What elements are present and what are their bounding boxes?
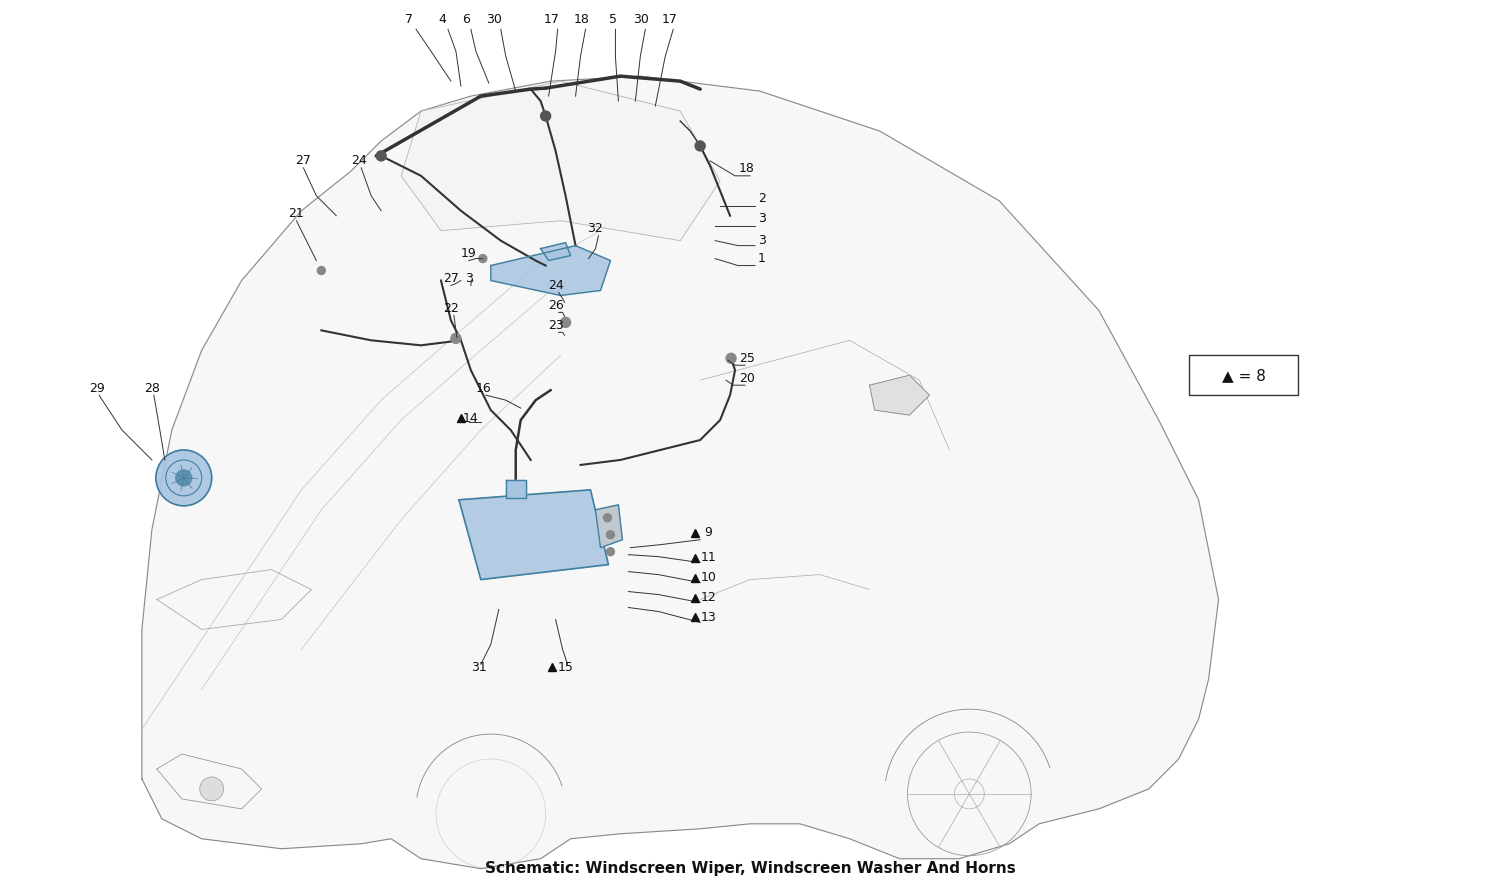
Text: 27: 27 [296, 154, 312, 167]
Text: 12: 12 [700, 591, 715, 604]
Text: 14: 14 [464, 411, 478, 425]
Text: 2: 2 [758, 192, 766, 206]
Text: 6: 6 [462, 12, 470, 26]
Text: 17: 17 [543, 12, 560, 26]
Text: 18: 18 [573, 12, 590, 26]
Text: 10: 10 [700, 571, 715, 584]
Text: 26: 26 [548, 299, 564, 312]
Circle shape [606, 530, 615, 538]
Text: 5: 5 [609, 12, 618, 26]
Text: 20: 20 [740, 372, 754, 384]
Polygon shape [142, 77, 1218, 869]
Text: 3: 3 [465, 272, 472, 285]
Text: 22: 22 [442, 302, 459, 315]
Circle shape [540, 111, 550, 121]
Circle shape [561, 318, 570, 328]
Circle shape [478, 255, 488, 263]
Circle shape [694, 141, 705, 151]
Text: 13: 13 [700, 611, 715, 624]
Text: 4: 4 [438, 12, 446, 26]
Text: 30: 30 [633, 12, 650, 26]
Text: 24: 24 [548, 279, 564, 292]
Circle shape [176, 470, 192, 486]
Circle shape [156, 450, 212, 506]
Polygon shape [870, 376, 930, 415]
Text: 23: 23 [548, 319, 564, 332]
Text: 7: 7 [405, 12, 412, 26]
Text: 17: 17 [662, 12, 676, 26]
Circle shape [726, 353, 736, 363]
Text: 18: 18 [740, 162, 754, 175]
Text: 31: 31 [471, 660, 486, 674]
Text: 30: 30 [486, 12, 501, 26]
Polygon shape [540, 243, 570, 261]
Polygon shape [490, 246, 610, 295]
Text: ▲ = 8: ▲ = 8 [1221, 368, 1266, 383]
Polygon shape [400, 81, 720, 240]
Bar [1188, 355, 1299, 395]
Text: 25: 25 [740, 352, 754, 365]
Text: 16: 16 [476, 382, 492, 394]
Circle shape [318, 267, 326, 274]
Text: 28: 28 [144, 382, 160, 394]
Polygon shape [459, 490, 609, 579]
Text: 29: 29 [88, 382, 105, 394]
Text: 1: 1 [758, 252, 766, 265]
Text: 9: 9 [704, 526, 712, 539]
Text: 3: 3 [758, 234, 766, 247]
Circle shape [606, 547, 615, 555]
Text: 27: 27 [442, 272, 459, 285]
Text: Schematic: Windscreen Wiper, Windscreen Washer And Horns: Schematic: Windscreen Wiper, Windscreen … [484, 862, 1016, 876]
Polygon shape [596, 505, 622, 547]
Circle shape [603, 514, 612, 522]
Text: 24: 24 [351, 154, 368, 167]
Text: 3: 3 [758, 212, 766, 225]
Text: 21: 21 [288, 207, 304, 220]
Circle shape [376, 151, 386, 161]
Text: 11: 11 [700, 551, 715, 564]
Text: 15: 15 [558, 660, 573, 674]
Polygon shape [506, 480, 525, 498]
Circle shape [200, 777, 223, 801]
Circle shape [452, 334, 460, 344]
Text: 19: 19 [460, 247, 477, 260]
Text: 32: 32 [586, 222, 603, 235]
